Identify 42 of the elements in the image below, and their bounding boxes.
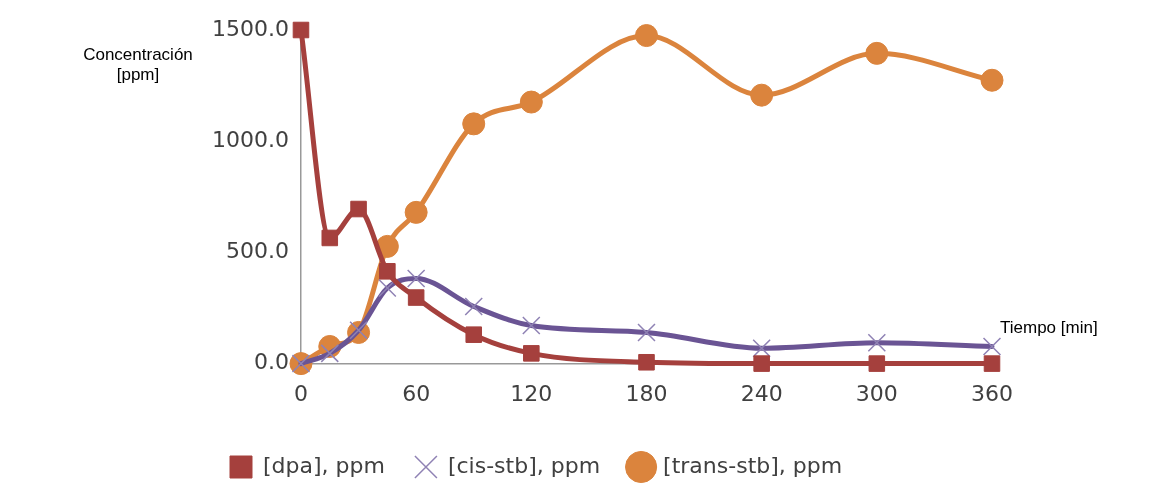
point bbox=[865, 41, 889, 65]
point bbox=[982, 337, 1002, 356]
legend-label: [dpa], ppm bbox=[263, 452, 385, 478]
legend-label: [trans-stb], ppm bbox=[663, 452, 843, 478]
x-tick-label: 60 bbox=[402, 380, 431, 406]
point bbox=[320, 344, 340, 363]
point bbox=[292, 21, 310, 39]
point bbox=[465, 326, 483, 343]
point bbox=[519, 90, 543, 114]
y-tick-label: 500.0 bbox=[225, 238, 289, 264]
point bbox=[637, 323, 656, 342]
point bbox=[406, 269, 426, 288]
point bbox=[464, 297, 483, 316]
point bbox=[462, 112, 486, 136]
point bbox=[634, 24, 658, 48]
x-tick-label: 240 bbox=[740, 380, 783, 406]
x-axis-title: Tiempo [min] bbox=[1000, 318, 1098, 338]
x-tick-label: 120 bbox=[510, 380, 553, 406]
point bbox=[379, 263, 396, 280]
x-tick-label: 180 bbox=[625, 380, 668, 406]
y-tick-label: 0.0 bbox=[253, 349, 289, 375]
point bbox=[753, 355, 770, 372]
x-tick-label: 300 bbox=[855, 380, 898, 406]
point bbox=[350, 200, 367, 218]
x-tick-label: 360 bbox=[971, 380, 1013, 406]
point bbox=[980, 68, 1004, 92]
point bbox=[983, 355, 1001, 372]
point bbox=[867, 333, 887, 352]
y-tick-label: 1000.0 bbox=[211, 126, 289, 152]
point bbox=[404, 200, 428, 224]
point bbox=[407, 289, 425, 306]
point bbox=[321, 229, 339, 247]
point bbox=[523, 345, 540, 362]
legend-label: [cis-stb], ppm bbox=[447, 452, 601, 478]
point bbox=[522, 316, 541, 335]
y-tick-label: 1500.0 bbox=[211, 15, 289, 41]
x-tick-label: 0 bbox=[293, 380, 308, 406]
point bbox=[638, 353, 655, 371]
point bbox=[868, 355, 886, 372]
point bbox=[750, 83, 774, 107]
y-axis-title: Concentración [ppm] bbox=[82, 45, 194, 85]
point bbox=[752, 339, 771, 358]
